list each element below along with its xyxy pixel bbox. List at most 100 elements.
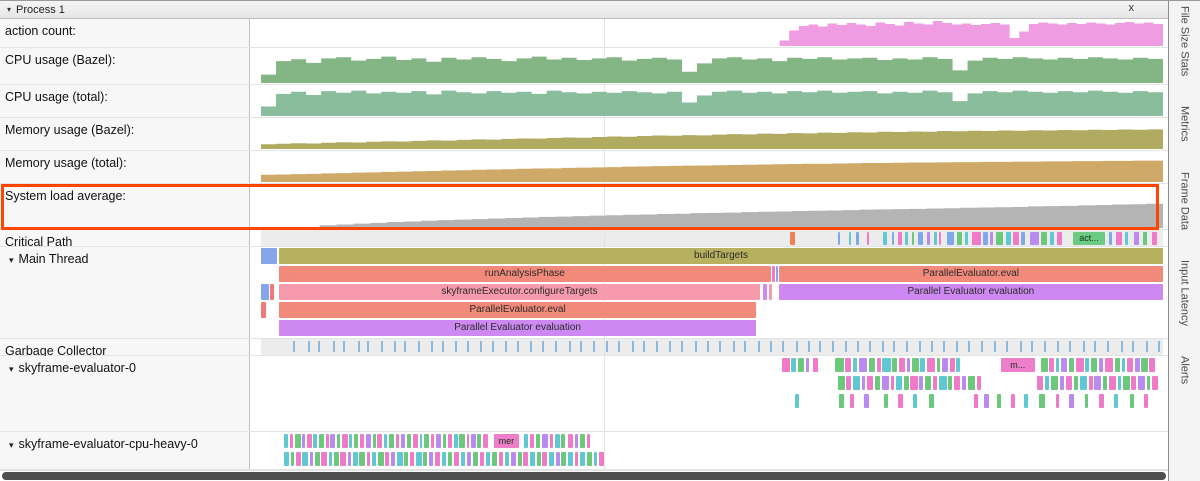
event-slice[interactable] bbox=[499, 452, 503, 466]
track-canvas-memory-usage-bazel[interactable] bbox=[250, 118, 1168, 150]
track-canvas-skyframe-evaluator-cpu-heavy-0[interactable]: mer bbox=[250, 432, 1168, 469]
event-slice[interactable] bbox=[1098, 358, 1104, 372]
critical-path-slice[interactable] bbox=[989, 232, 994, 245]
event-slice[interactable] bbox=[1049, 358, 1054, 372]
event-slice[interactable] bbox=[834, 358, 844, 372]
gc-event-tick[interactable] bbox=[631, 341, 634, 352]
track-label-skyframe-evaluator-0[interactable]: ▾ skyframe-evaluator-0 bbox=[0, 356, 250, 431]
event-slice[interactable] bbox=[939, 376, 947, 390]
event-slice[interactable] bbox=[313, 434, 317, 448]
critical-path-slice[interactable] bbox=[838, 232, 841, 245]
event-slice[interactable] bbox=[861, 376, 866, 390]
event-slice[interactable] bbox=[797, 358, 804, 372]
event-slice[interactable] bbox=[875, 376, 880, 390]
critical-path-slice[interactable] bbox=[856, 232, 860, 245]
track-canvas-skyframe-evaluator-0[interactable]: m... bbox=[250, 356, 1168, 431]
event-slice[interactable] bbox=[892, 358, 897, 372]
event-slice[interactable] bbox=[896, 376, 903, 390]
gc-event-tick[interactable] bbox=[442, 341, 445, 352]
gc-event-tick[interactable] bbox=[307, 341, 310, 352]
event-slice[interactable] bbox=[549, 434, 554, 448]
critical-path-slice[interactable] bbox=[912, 232, 915, 245]
event-slice[interactable] bbox=[805, 358, 810, 372]
gc-event-tick[interactable] bbox=[905, 341, 908, 352]
gc-event-tick[interactable] bbox=[956, 341, 959, 352]
gc-event-tick[interactable] bbox=[555, 341, 558, 352]
critical-path-slice[interactable] bbox=[957, 232, 962, 245]
event-slice[interactable] bbox=[307, 434, 312, 448]
track-label-main-thread[interactable]: ▾ Main Thread bbox=[0, 247, 250, 338]
event-slice[interactable] bbox=[466, 452, 472, 466]
critical-path-slice[interactable] bbox=[933, 232, 937, 245]
event-slice[interactable] bbox=[948, 376, 952, 390]
event-slice[interactable] bbox=[328, 452, 333, 466]
track-canvas-cpu-usage-bazel[interactable] bbox=[250, 48, 1168, 84]
event-slice[interactable] bbox=[419, 434, 423, 448]
gc-event-tick[interactable] bbox=[931, 341, 934, 352]
event-slice[interactable] bbox=[852, 358, 858, 372]
collapse-icon[interactable]: ▾ bbox=[9, 255, 14, 265]
gc-event-tick[interactable] bbox=[317, 341, 320, 352]
event-slice[interactable] bbox=[459, 434, 465, 448]
flame-slice[interactable]: skyframeExecutor.configureTargets bbox=[279, 284, 760, 300]
event-slice[interactable] bbox=[898, 358, 906, 372]
gc-event-tick[interactable] bbox=[568, 341, 571, 352]
flame-slice[interactable]: Parallel Evaluator evaluation bbox=[778, 284, 1163, 300]
event-slice[interactable] bbox=[977, 376, 981, 390]
gc-event-tick[interactable] bbox=[845, 341, 848, 352]
flame-slice[interactable] bbox=[261, 248, 278, 264]
event-slice[interactable] bbox=[926, 358, 935, 372]
event-slice[interactable] bbox=[574, 452, 579, 466]
event-slice[interactable] bbox=[1010, 394, 1016, 408]
side-tab-input-latency[interactable]: Input Latency bbox=[1178, 259, 1191, 326]
gc-event-tick[interactable] bbox=[505, 341, 508, 352]
event-slice[interactable] bbox=[447, 434, 453, 448]
event-slice[interactable] bbox=[950, 358, 955, 372]
gc-event-tick[interactable] bbox=[882, 341, 885, 352]
event-slice[interactable] bbox=[850, 394, 854, 408]
critical-path-slice[interactable] bbox=[1029, 232, 1039, 245]
event-slice[interactable] bbox=[524, 434, 528, 448]
critical-path-slice[interactable] bbox=[1116, 232, 1122, 245]
side-tab-frame-data[interactable]: Frame Data bbox=[1178, 171, 1191, 230]
event-slice[interactable] bbox=[838, 376, 845, 390]
event-slice[interactable] bbox=[435, 452, 441, 466]
flame-slice[interactable]: ParallelEvaluator.eval bbox=[279, 302, 757, 318]
gc-event-tick[interactable] bbox=[719, 341, 722, 352]
gc-event-tick[interactable] bbox=[292, 341, 295, 352]
event-slice[interactable] bbox=[913, 394, 917, 408]
event-slice[interactable] bbox=[309, 452, 314, 466]
event-slice[interactable] bbox=[397, 452, 403, 466]
event-slice[interactable] bbox=[542, 434, 548, 448]
gc-event-tick[interactable] bbox=[868, 341, 871, 352]
close-button[interactable]: x bbox=[1128, 2, 1135, 14]
labeled-slice-m[interactable]: m... bbox=[1000, 358, 1035, 372]
gc-event-tick[interactable] bbox=[1006, 341, 1009, 352]
event-slice[interactable] bbox=[442, 452, 446, 466]
critical-path-slice[interactable] bbox=[1134, 232, 1139, 245]
event-slice[interactable] bbox=[1105, 358, 1114, 372]
labeled-slice-mer[interactable]: mer bbox=[493, 434, 519, 448]
event-slice[interactable] bbox=[974, 394, 979, 408]
event-slice[interactable] bbox=[283, 434, 289, 448]
critical-path-slice[interactable] bbox=[996, 232, 1004, 245]
track-canvas-garbage-collector[interactable] bbox=[250, 339, 1168, 355]
critical-path-slice[interactable] bbox=[849, 232, 851, 245]
collapse-icon[interactable]: ▾ bbox=[9, 364, 14, 374]
critical-path-slice[interactable] bbox=[897, 232, 903, 245]
event-slice[interactable] bbox=[359, 452, 365, 466]
event-slice[interactable] bbox=[864, 394, 869, 408]
gc-event-tick[interactable] bbox=[580, 341, 583, 352]
event-slice[interactable] bbox=[936, 358, 941, 372]
event-slice[interactable] bbox=[1123, 376, 1130, 390]
event-slice[interactable] bbox=[956, 358, 961, 372]
event-slice[interactable] bbox=[593, 452, 598, 466]
critical-path-slice[interactable] bbox=[971, 232, 981, 245]
event-slice[interactable] bbox=[510, 452, 517, 466]
gc-event-tick[interactable] bbox=[394, 341, 397, 352]
event-slice[interactable] bbox=[561, 452, 566, 466]
event-slice[interactable] bbox=[920, 358, 925, 372]
event-slice[interactable] bbox=[968, 376, 976, 390]
track-label-cpu-usage-bazel[interactable]: CPU usage (Bazel): bbox=[0, 48, 250, 84]
gc-event-tick[interactable] bbox=[706, 341, 709, 352]
